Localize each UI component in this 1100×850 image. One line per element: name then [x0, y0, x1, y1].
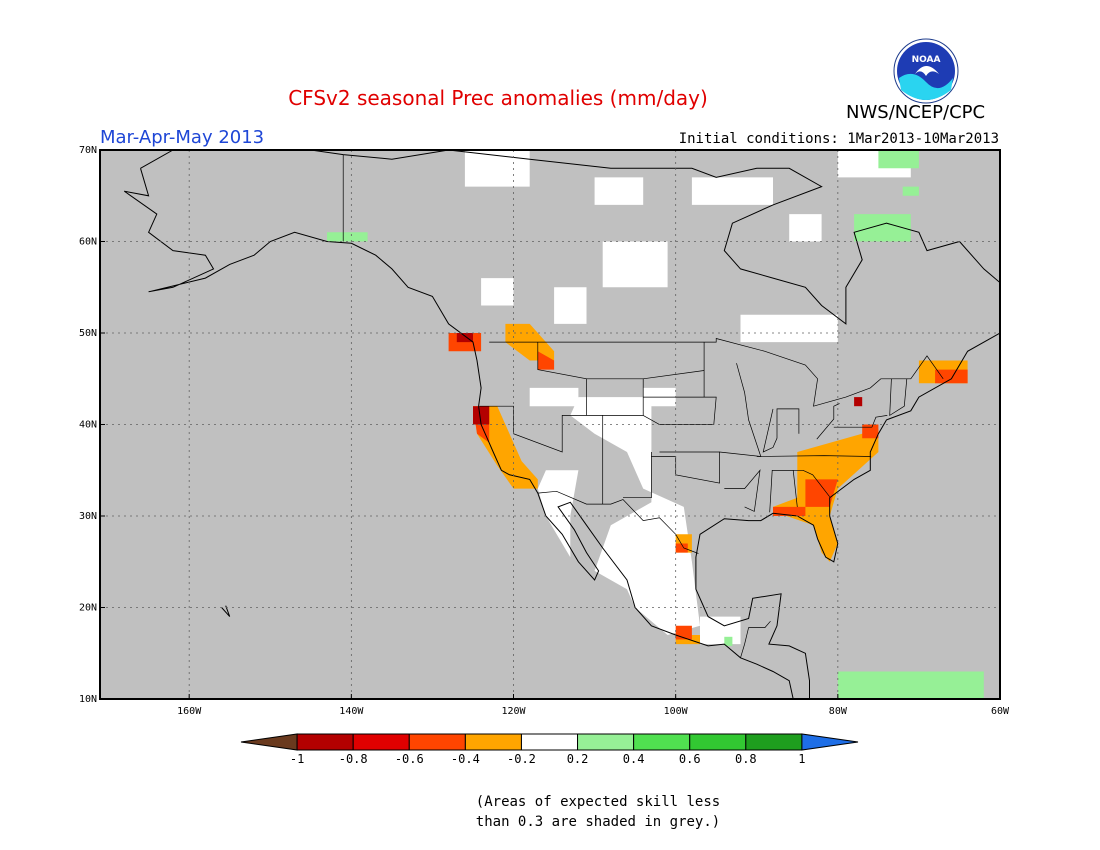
political-border: [651, 451, 720, 484]
political-border: [537, 490, 699, 554]
colorbar-bin: [633, 733, 691, 751]
lat-label: 70N: [79, 145, 97, 156]
near-zero-region: [464, 150, 530, 187]
near-zero-region: [529, 387, 579, 407]
political-border: [756, 455, 872, 457]
lon-label: 160W: [177, 706, 202, 717]
extreme-negative-region: [854, 397, 863, 407]
agency-label: NWS/NCEP/CPC: [846, 102, 986, 123]
colorbar-tick-label: -0.6: [395, 752, 424, 766]
lat-label: 50N: [79, 328, 97, 339]
lon-label: 140W: [339, 706, 364, 717]
strong-negative-region: [675, 543, 688, 553]
positive-anomaly-region: [327, 232, 368, 242]
colorbar-tick-label: 0.8: [735, 752, 757, 766]
positive-anomaly-region: [724, 636, 733, 646]
colorbar-bin: [296, 733, 354, 751]
extreme-negative-region: [473, 406, 490, 425]
colorbar-tick-label: 1: [798, 752, 805, 766]
forecast-period: Mar-Apr-May 2013: [100, 127, 265, 148]
political-border: [623, 452, 652, 499]
coastline: [221, 605, 231, 617]
initial-conditions: Initial conditions: 1Mar2013-10Mar2013: [678, 131, 999, 147]
strong-negative-region: [935, 369, 968, 384]
lat-label: 60N: [79, 237, 97, 248]
skill-note-line2: than 0.3 are shaded in grey.): [475, 814, 721, 830]
noaa-logo-icon: NOAA: [893, 38, 959, 104]
lat-label: 10N: [79, 694, 97, 705]
political-border: [769, 469, 798, 513]
political-border: [833, 415, 888, 428]
political-border: [724, 469, 761, 512]
extreme-negative-region: [456, 333, 473, 343]
near-zero-region: [691, 177, 773, 205]
map-panel: 70N 60N 50N 40N 30N 20N 10N 160W 140W 120W 100W 80W…: [79, 145, 1010, 717]
colorbar-bin: [464, 733, 522, 751]
colorbar: -1 -0.8 -0.6 -0.4 -0.2 0.2 0.4 0.6 0.8 1: [240, 733, 859, 766]
lat-label: 40N: [79, 420, 97, 431]
near-zero-region: [481, 278, 514, 306]
colorbar-bin: [520, 733, 579, 751]
strong-negative-region: [537, 351, 555, 370]
near-zero-region: [554, 287, 587, 324]
skill-note-line1: (Areas of expected skill less: [475, 794, 721, 810]
colorbar-bin: [745, 733, 803, 751]
positive-anomaly-region: [854, 214, 911, 242]
political-border: [762, 408, 800, 453]
political-border: [489, 338, 944, 407]
lon-label: 120W: [501, 706, 526, 717]
skill-note: (Areas of expected skill less than 0.3 a…: [458, 792, 738, 832]
political-border: [719, 363, 762, 457]
lon-label: 60W: [991, 706, 1010, 717]
map-layers: [100, 150, 1000, 699]
positive-anomaly-region: [878, 150, 919, 169]
lon-label: 80W: [829, 706, 848, 717]
near-zero-region: [700, 616, 741, 645]
political-border: [816, 403, 840, 440]
lon-label: 100W: [664, 706, 689, 717]
lat-label: 20N: [79, 603, 97, 614]
colorbar-tick-label: -0.8: [339, 752, 368, 766]
near-zero-region: [594, 177, 644, 205]
political-border: [889, 378, 908, 417]
map-title: CFSv2 seasonal Prec anomalies (mm/day): [0, 86, 1100, 110]
map-title-text: CFSv2 seasonal Prec anomalies (mm/day): [288, 86, 708, 110]
near-zero-region: [667, 561, 692, 599]
near-zero-region: [789, 214, 822, 242]
colorbar-bin: [689, 733, 747, 751]
colorbar-high-arrow: [801, 733, 859, 751]
colorbar-tick-label: -0.4: [451, 752, 480, 766]
near-zero-region: [602, 241, 668, 288]
positive-anomaly-region: [837, 671, 984, 699]
political-border: [643, 370, 705, 380]
political-border: [740, 620, 771, 658]
colorbar-tick-label: 0.4: [623, 752, 645, 766]
svg-text:NOAA: NOAA: [912, 55, 941, 65]
lat-label: 30N: [79, 511, 97, 522]
colorbar-tick-label: -0.2: [507, 752, 536, 766]
colorbar-tick-label: 0.6: [679, 752, 701, 766]
colorbar-low-arrow: [240, 733, 298, 751]
colorbar-tick-label: 0.2: [567, 752, 589, 766]
coastline: [140, 150, 1000, 699]
positive-anomaly-region: [902, 186, 919, 196]
colorbar-tick-label: -1: [290, 752, 304, 766]
political-border: [643, 342, 717, 425]
colorbar-bin: [352, 733, 410, 751]
colorbar-bin: [408, 733, 466, 751]
strong-negative-region: [862, 424, 879, 439]
near-zero-region: [740, 314, 838, 343]
colorbar-bin: [577, 733, 635, 751]
